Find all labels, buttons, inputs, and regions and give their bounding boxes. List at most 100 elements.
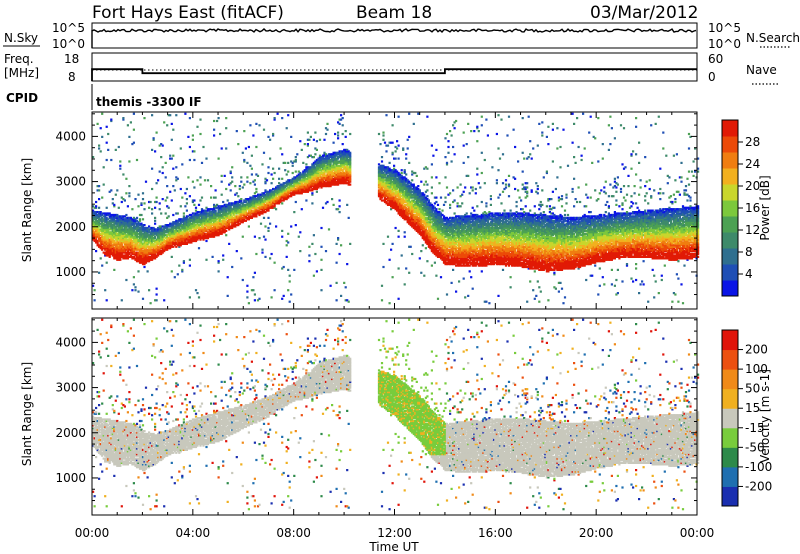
power-echo	[412, 225, 415, 228]
power-echo	[382, 183, 385, 186]
power-echo	[108, 251, 111, 254]
power-echo	[172, 226, 175, 230]
power-echo	[140, 244, 143, 247]
power-echo	[128, 239, 131, 243]
power-echo	[107, 254, 110, 257]
power-echo	[390, 177, 393, 180]
power-echo	[161, 232, 164, 235]
power-echo	[219, 232, 222, 235]
power-echo	[92, 229, 95, 232]
power-echo	[291, 186, 294, 189]
power-echo	[430, 176, 433, 179]
power-echo	[185, 225, 188, 228]
power-echo	[205, 224, 208, 227]
power-echo	[179, 241, 182, 244]
power-echo	[284, 195, 287, 198]
power-echo	[276, 185, 279, 188]
power-echo	[167, 206, 170, 209]
power-echo	[281, 177, 284, 180]
power-echo	[302, 189, 305, 192]
power-echo	[119, 254, 122, 257]
power-echo	[144, 234, 148, 237]
power-echo	[287, 179, 290, 182]
power-echo	[138, 258, 142, 261]
power-echo	[104, 289, 107, 292]
power-echo	[161, 166, 164, 169]
power-echo	[287, 192, 290, 195]
power-echo	[302, 185, 305, 188]
power-echo	[285, 239, 288, 243]
power-echo	[256, 174, 260, 177]
power-echo	[409, 186, 412, 189]
power-echo	[149, 234, 152, 237]
power-echo	[418, 205, 421, 208]
power-echo	[92, 238, 95, 241]
power-echo	[329, 170, 332, 173]
power-echo	[187, 238, 190, 241]
power-echo	[173, 221, 176, 224]
power-echo	[181, 196, 184, 199]
power-echo	[108, 221, 111, 224]
power-echo	[305, 177, 308, 180]
power-echo	[102, 222, 105, 225]
power-echo	[346, 182, 349, 185]
power-echo	[315, 185, 318, 188]
power-echo	[296, 192, 299, 195]
power-echo	[269, 138, 272, 141]
power-echo	[408, 221, 411, 224]
power-echo	[132, 226, 135, 230]
power-echo	[418, 206, 421, 209]
nsky-frame	[91, 22, 698, 49]
power-echo	[321, 161, 325, 164]
power-echo	[421, 224, 424, 227]
power-echo	[272, 192, 275, 195]
power-echo	[287, 196, 290, 199]
power-echo	[396, 180, 399, 183]
power-echo	[382, 176, 385, 179]
power-echo	[331, 167, 334, 170]
power-echo	[125, 234, 128, 237]
power-echo	[380, 170, 384, 173]
power-echo	[110, 245, 113, 248]
power-echo	[169, 237, 172, 240]
power-echo	[346, 156, 349, 159]
power-echo	[134, 254, 137, 257]
power-echo	[116, 244, 119, 247]
power-echo	[379, 173, 382, 176]
power-echo	[178, 226, 181, 230]
power-echo	[247, 199, 250, 202]
power-echo	[200, 232, 204, 235]
power-echo	[128, 224, 131, 227]
power-echo	[405, 195, 408, 198]
power-echo	[417, 112, 420, 115]
power-echo	[202, 238, 205, 241]
power-echo	[175, 245, 178, 248]
power-echo	[202, 235, 205, 238]
power-echo	[317, 163, 320, 166]
power-echo	[137, 241, 140, 244]
power-echo	[238, 212, 241, 215]
power-echo	[176, 235, 179, 238]
power-echo	[341, 124, 344, 127]
power-echo	[308, 180, 311, 183]
power-echo	[267, 198, 270, 201]
power-echo	[341, 117, 344, 120]
power-echo	[329, 166, 332, 169]
power-echo	[141, 192, 145, 195]
power-echo	[383, 169, 387, 172]
power-echo	[232, 202, 235, 205]
power-echo	[321, 169, 325, 172]
power-echo	[421, 228, 424, 231]
power-echo	[344, 170, 347, 173]
power-echo	[408, 192, 411, 195]
power-echo	[412, 219, 415, 222]
power-echo	[225, 187, 228, 191]
power-echo	[178, 242, 181, 245]
power-echo	[226, 219, 229, 222]
power-echo	[219, 212, 222, 215]
power-echo	[343, 150, 346, 153]
power-echo	[181, 238, 184, 241]
power-echo	[108, 244, 111, 247]
power-echo	[199, 132, 202, 136]
power-echo	[137, 247, 140, 250]
